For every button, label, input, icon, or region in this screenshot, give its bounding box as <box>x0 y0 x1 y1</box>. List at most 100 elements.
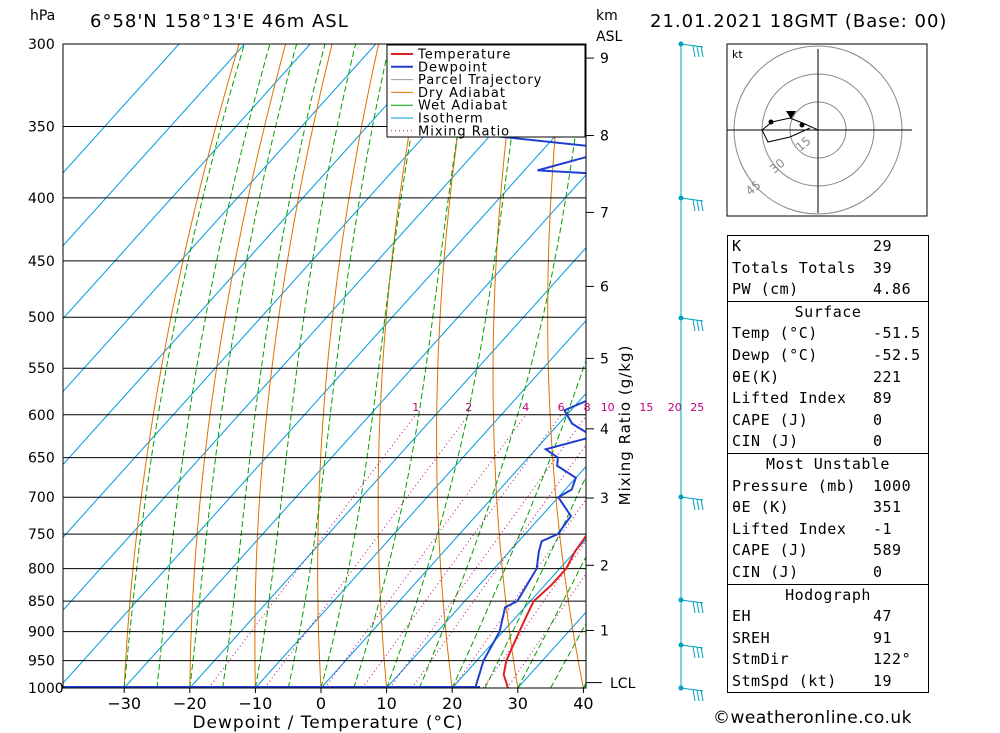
pressure-tick-label: 500 <box>28 310 55 326</box>
wind-barb-feather <box>696 319 700 332</box>
dry-adiabat-line <box>377 44 426 688</box>
wet-adiabat-line <box>287 44 390 688</box>
legend-label: Mixing Ratio <box>418 124 510 139</box>
mixing-ratio-label: 6 <box>558 401 565 414</box>
storm-motion-marker <box>786 111 796 119</box>
wind-barb-feather <box>696 689 700 702</box>
pressure-tick-label: 700 <box>28 490 55 506</box>
surface-li-label: Lifted Index <box>732 389 847 408</box>
wind-barb-feather <box>700 45 704 58</box>
dry-adiabat-line <box>123 44 240 688</box>
wind-barb-feather <box>700 199 704 212</box>
mu-li-value: -1 <box>873 519 893 538</box>
mixing-ratio-label: 10 <box>601 401 615 414</box>
surface-cin-value: 0 <box>873 432 883 451</box>
wet-adiabat-line <box>123 44 245 688</box>
mu-theta-label: θE (K) <box>732 498 790 517</box>
pressure-tick-label: 750 <box>28 527 55 543</box>
surface-title: Surface <box>728 300 928 324</box>
location-title: 6°58'N 158°13'E 46m ASL <box>90 11 349 32</box>
km-tick-label: 5 <box>600 351 609 367</box>
mixing-ratio-line <box>506 573 586 688</box>
surface-cape-label: CAPE (J) <box>732 410 809 429</box>
surface-temp-label: Temp (°C) <box>732 324 818 343</box>
wind-barb-shaft <box>680 317 704 322</box>
legend-label: Dry Adiabat <box>418 86 506 101</box>
pressure-tick-label: 550 <box>28 361 55 377</box>
surface-theta-label: θE(K) <box>732 367 780 386</box>
surface-dewp-value: -52.5 <box>873 345 921 364</box>
x-tick-label: 0 <box>316 694 326 713</box>
stmdir-label: StmDir <box>732 650 790 669</box>
dry-adiabat-line <box>983 44 1000 688</box>
wind-barb-feather <box>696 45 700 58</box>
isotherm-line <box>255 319 586 688</box>
stmspd-label: StmSpd (kt) <box>732 671 837 690</box>
wind-barb-shaft <box>680 496 704 501</box>
km-tick-label: 1 <box>600 623 609 639</box>
isotherm-line <box>63 44 573 611</box>
isotherm-line <box>63 44 508 539</box>
isotherm-line <box>386 465 586 688</box>
pressure-tick-label: 950 <box>28 654 55 670</box>
plot-frame <box>62 43 587 689</box>
mixing-ratio-line <box>208 414 417 688</box>
hpa-unit: hPa <box>30 8 55 24</box>
isotherm-line <box>451 538 586 688</box>
km-tick-label: 6 <box>600 279 609 295</box>
legend-label: Dewpoint <box>418 60 488 75</box>
pressure-tick-label: 650 <box>28 451 55 467</box>
x-axis-title: Dewpoint / Temperature (°C) <box>192 713 463 733</box>
pressure-tick-label: 900 <box>28 625 55 641</box>
km-tick-label: 9 <box>600 51 609 67</box>
asl-unit: ASL <box>596 29 622 45</box>
x-tick-label: −10 <box>239 694 273 713</box>
wet-adiabat-line <box>222 44 326 688</box>
mixing-ratio-labels: 1 2 4 6 8 10 15 20 25 <box>412 401 704 414</box>
wind-barb-feather <box>700 319 704 332</box>
footer-credit[interactable]: ©weatheronline.co.uk <box>713 708 913 728</box>
wind-profile <box>678 41 704 702</box>
dry-adiabat-line <box>652 44 715 688</box>
mixing-ratio-label: 20 <box>668 401 682 414</box>
dewpoint-line <box>447 44 586 688</box>
lcl-label: LCL <box>610 676 636 692</box>
eh-label: EH <box>732 607 752 626</box>
wind-barb-shaft <box>680 644 704 649</box>
x-tick-label: 20 <box>442 694 462 713</box>
pressure-tick-label: 600 <box>28 408 55 424</box>
wind-barb-feather <box>692 199 696 212</box>
hodograph-unit: kt <box>732 48 743 61</box>
wet-adiabat-line <box>156 44 271 688</box>
x-tick-label: 40 <box>573 694 593 713</box>
wind-barb-feather <box>692 601 696 614</box>
mu-theta-value: 351 <box>873 498 902 517</box>
wind-barb-shaft <box>680 687 704 692</box>
wind-barb-feather <box>692 646 696 659</box>
mu-cape-value: 589 <box>873 541 902 560</box>
mixing-ratio-label: 1 <box>412 401 419 414</box>
wind-barb-feather <box>700 601 704 614</box>
isotherm-line <box>189 247 586 688</box>
mixing-ratio-line <box>482 539 586 688</box>
wet-adiabat-line <box>484 475 586 688</box>
pressure-tick-label: 300 <box>28 37 55 53</box>
isotherm-line <box>63 44 442 466</box>
x-tick-label: 10 <box>376 694 396 713</box>
dry-adiabat-line <box>189 44 287 688</box>
wind-barb-feather <box>692 498 696 511</box>
profile-series <box>63 44 586 688</box>
pressure-tick-label: 400 <box>28 191 55 207</box>
legend-label: Parcel Trajectory <box>418 73 542 88</box>
sreh-label: SREH <box>732 628 771 647</box>
wind-barb-feather <box>692 319 696 332</box>
wind-barb-shaft <box>680 43 704 48</box>
km-unit: km <box>596 8 618 24</box>
mu-cape-label: CAPE (J) <box>732 541 809 560</box>
wind-barb-feather <box>700 498 704 511</box>
dry-adiabat-line <box>492 44 519 688</box>
surface-cin-label: CIN (J) <box>732 432 799 451</box>
stmspd-value: 19 <box>873 671 893 690</box>
